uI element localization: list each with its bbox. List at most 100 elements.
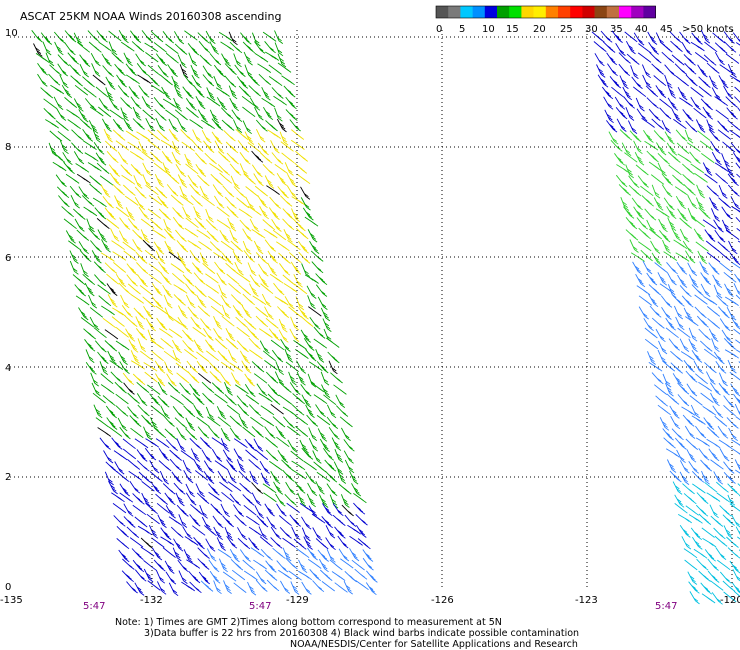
wind-barb [225,327,236,342]
colorbar-label-50: >50 knots [682,24,734,35]
wind-barb [181,581,195,592]
wind-barb [606,120,618,133]
wind-barb [105,461,118,473]
wind-barb [687,195,698,210]
wind-barb [649,305,662,318]
wind-barb [235,128,249,140]
wind-barb [644,140,659,151]
wind-barb [248,337,261,350]
wind-barb [238,208,253,219]
wind-barb [185,97,197,111]
wind-barb [109,173,121,186]
wind-barb [333,461,344,475]
wind-barb [718,382,730,396]
wind-barb [130,293,144,304]
wind-barb [108,30,122,42]
wind-barb [227,217,237,232]
wind-barb [710,392,720,407]
wind-barb [158,448,170,461]
wind-barb [79,118,93,130]
wind-barb [201,119,215,130]
wind-barb [220,295,231,309]
wind-barb [330,372,343,384]
wind-barb [102,65,114,78]
wind-barb [88,41,102,53]
wind-barb [164,428,178,440]
wind-barb [89,316,100,331]
wind-barb [247,581,257,596]
wind-barb [704,173,718,184]
wind-barb [274,164,289,175]
wind-barb [213,580,222,595]
wind-barb [308,427,318,441]
wind-barb [253,559,267,570]
wind-barb [695,437,710,447]
wind-barb [155,53,167,66]
wind-barb [671,54,685,66]
wind-barb [120,294,130,309]
wind-barb [298,251,311,264]
wind-barb [162,162,172,177]
wind-barb [677,208,688,222]
wind-barb [675,195,686,210]
wind-barb [122,438,136,450]
wind-barb [247,205,262,216]
lat-label-4: 4 [5,363,11,374]
wind-barb [197,109,208,123]
wind-barb [706,185,719,197]
wind-barb [149,471,163,482]
wind-barb [334,582,348,593]
wind-barb [233,504,244,517]
wind-barb [182,340,194,353]
wind-barb [202,263,216,274]
wind-barb [114,381,127,394]
wind-barb [244,64,253,79]
wind-barb [205,339,216,353]
wind-barb [711,87,722,101]
wind-barb [690,527,703,541]
wind-barb [78,307,89,321]
wind-barb [255,315,269,328]
wind-barb [715,547,727,560]
wind-barb [234,514,247,527]
wind-barb [275,493,286,507]
wind-barb [606,52,618,66]
wind-barb [727,64,737,78]
wind-barb [735,416,740,421]
wind-barb [106,283,118,296]
wind-barb [189,119,204,129]
wind-barb [164,361,174,375]
wind-barb [281,152,295,164]
wind-barb [259,460,270,474]
lat-label-2: 2 [5,472,11,483]
wind-barb [217,350,230,363]
wind-barb [655,395,668,407]
wind-barb [140,537,154,549]
wind-barb [238,415,249,429]
wind-barb [128,339,139,353]
wind-barb [694,52,709,63]
wind-barb [243,173,256,185]
wind-barb [717,120,730,133]
wind-barb [716,295,729,307]
wind-barb [254,505,265,519]
wind-barb [290,581,300,595]
wind-barb [208,426,220,439]
lat-lon-grid [10,30,740,590]
wind-barb [290,450,304,462]
wind-barb [104,207,116,220]
wind-barb [229,362,243,372]
wind-barb [283,229,293,243]
wind-barb [641,117,655,128]
wind-barb [229,427,241,441]
wind-barb [125,74,140,85]
wind-barb [693,228,705,242]
wind-barb [224,196,237,209]
wind-barb [65,230,76,244]
wind-barb [667,151,681,163]
wind-barb [665,327,679,339]
wind-barb [189,514,201,527]
wind-barb [636,108,648,122]
wind-barb [63,161,75,175]
wind-barb [73,151,85,165]
